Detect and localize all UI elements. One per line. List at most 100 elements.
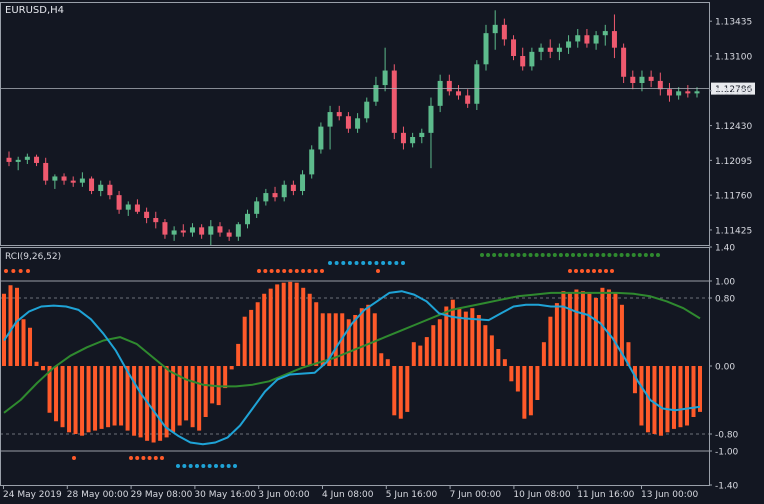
candle-body[interactable] xyxy=(446,80,452,92)
candle-body[interactable] xyxy=(254,201,260,214)
signal-dot-blue xyxy=(354,261,359,265)
candle-body[interactable] xyxy=(24,156,30,160)
candle-body[interactable] xyxy=(630,76,636,83)
candle-body[interactable] xyxy=(501,24,507,40)
signal-dot-blue xyxy=(374,261,379,265)
candle-body[interactable] xyxy=(281,184,287,198)
candle-body[interactable] xyxy=(327,112,333,127)
signal-dot-green xyxy=(498,253,503,257)
candle-body[interactable] xyxy=(520,56,526,67)
candle-body[interactable] xyxy=(465,95,471,104)
candle-body[interactable] xyxy=(125,204,131,210)
candle-body[interactable] xyxy=(428,105,434,133)
candle-body[interactable] xyxy=(290,184,296,191)
candle-body[interactable] xyxy=(556,47,562,52)
candle-body[interactable] xyxy=(263,193,269,202)
candle-body[interactable] xyxy=(483,33,489,65)
candle-body[interactable] xyxy=(621,47,627,77)
candle-body[interactable] xyxy=(52,176,58,181)
candle-body[interactable] xyxy=(391,70,397,133)
candle-body[interactable] xyxy=(364,101,370,119)
candle-body[interactable] xyxy=(455,91,461,96)
candle-body[interactable] xyxy=(309,149,315,175)
candle-body[interactable] xyxy=(15,159,21,162)
candle-body[interactable] xyxy=(61,176,67,181)
candle-body[interactable] xyxy=(98,184,104,191)
candle-body[interactable] xyxy=(593,35,599,44)
candle-body[interactable] xyxy=(43,162,49,181)
signal-dot-green xyxy=(516,253,521,257)
candle-body[interactable] xyxy=(318,126,324,150)
signal-dot-red xyxy=(320,269,324,273)
price-pane[interactable] xyxy=(0,10,709,245)
candle-body[interactable] xyxy=(300,174,306,191)
candle-body[interactable] xyxy=(611,31,617,48)
candle-body[interactable] xyxy=(694,91,700,94)
candle-body[interactable] xyxy=(566,41,572,48)
candle-body[interactable] xyxy=(511,39,517,56)
candle-body[interactable] xyxy=(116,195,122,210)
candle-body[interactable] xyxy=(79,178,85,183)
candle-body[interactable] xyxy=(89,178,95,191)
candle-body[interactable] xyxy=(437,80,443,106)
candle-body[interactable] xyxy=(676,91,682,96)
signal-dot-blue xyxy=(176,464,180,468)
signal-dot-red xyxy=(313,269,318,273)
candle-body[interactable] xyxy=(162,222,168,235)
candle-body[interactable] xyxy=(400,132,406,144)
candle-body[interactable] xyxy=(134,204,140,212)
candle-body[interactable] xyxy=(685,91,691,94)
candle-body[interactable] xyxy=(355,118,361,129)
signal-dot-green xyxy=(486,253,491,257)
candle-body[interactable] xyxy=(492,24,498,34)
candle-body[interactable] xyxy=(419,132,425,137)
candle-body[interactable] xyxy=(199,227,205,235)
candle-body[interactable] xyxy=(217,226,223,233)
indicator-pane[interactable] xyxy=(0,253,709,468)
signal-dot-green xyxy=(552,253,557,257)
candle-body[interactable] xyxy=(529,51,535,67)
candle-body[interactable] xyxy=(171,230,177,235)
candle-body[interactable] xyxy=(345,116,351,129)
candle-body[interactable] xyxy=(144,211,150,218)
signal-dot-green xyxy=(504,253,509,257)
candle-body[interactable] xyxy=(474,64,480,104)
candle-body[interactable] xyxy=(584,35,590,44)
candle-body[interactable] xyxy=(538,47,544,52)
rci-histogram-bar xyxy=(359,308,364,366)
signal-dot-red xyxy=(257,269,261,273)
candle-body[interactable] xyxy=(235,224,241,237)
candle-body[interactable] xyxy=(107,184,113,196)
current-price-label: 1.12786 xyxy=(715,85,752,95)
candle-body[interactable] xyxy=(373,85,379,102)
candle-body[interactable] xyxy=(180,230,186,233)
candle-body[interactable] xyxy=(547,47,553,52)
candle-body[interactable] xyxy=(34,156,40,163)
candle-body[interactable] xyxy=(336,112,342,117)
candle-body[interactable] xyxy=(657,80,663,90)
candle-body[interactable] xyxy=(602,31,608,36)
candle-body[interactable] xyxy=(208,226,214,235)
candle-body[interactable] xyxy=(189,227,195,233)
candle-body[interactable] xyxy=(639,76,645,83)
rci-histogram-bar xyxy=(470,308,475,366)
time-tick-label: 13 Jun 00:00 xyxy=(641,490,698,500)
rci-histogram-bar xyxy=(509,366,514,382)
candle-body[interactable] xyxy=(666,89,672,96)
signal-dot-red xyxy=(4,269,8,273)
candle-body[interactable] xyxy=(226,232,232,237)
rci-histogram-bar xyxy=(392,366,397,416)
candle-body[interactable] xyxy=(272,193,278,198)
rci-histogram-bar xyxy=(249,309,254,366)
candle-body[interactable] xyxy=(6,157,12,162)
signal-dot-green xyxy=(631,253,636,257)
candle-body[interactable] xyxy=(410,137,416,144)
candle-body[interactable] xyxy=(648,76,654,81)
candle-body[interactable] xyxy=(70,180,76,183)
candle-body[interactable] xyxy=(382,70,388,86)
candle-body[interactable] xyxy=(245,213,251,225)
signal-dot-blue xyxy=(394,261,399,265)
candle-body[interactable] xyxy=(153,218,159,223)
candle-body[interactable] xyxy=(575,35,581,42)
